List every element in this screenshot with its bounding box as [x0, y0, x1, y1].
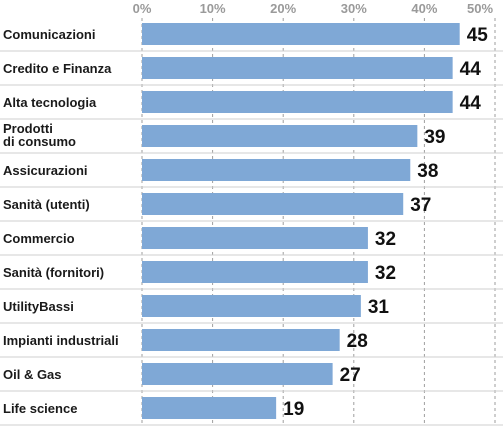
bar	[142, 193, 404, 215]
bar	[142, 329, 340, 351]
value-label: 19	[283, 399, 304, 420]
category-label: Life science	[3, 401, 77, 416]
x-tick-label: 30%	[341, 1, 367, 16]
x-tick-label: 20%	[270, 1, 296, 16]
bar	[142, 91, 453, 113]
value-label: 27	[340, 365, 361, 386]
grid-layer	[141, 18, 496, 424]
bar	[142, 57, 453, 79]
category-label: Commercio	[3, 231, 75, 246]
value-label: 44	[460, 93, 482, 114]
x-tick-label: 50%	[467, 1, 493, 16]
x-tick-label: 0%	[133, 1, 152, 16]
category-label: Sanità (fornitori)	[3, 265, 104, 280]
x-tick-label: 40%	[411, 1, 437, 16]
bar	[142, 397, 277, 419]
value-label: 32	[375, 263, 396, 284]
row-separators	[0, 50, 503, 426]
category-label: Credito e Finanza	[3, 61, 112, 76]
value-label: 28	[347, 331, 368, 352]
x-tick-label: 10%	[200, 1, 226, 16]
category-label: Alta tecnologia	[3, 95, 97, 110]
bar	[142, 363, 333, 385]
category-label: UtilityBassi	[3, 299, 74, 314]
value-label: 38	[417, 161, 438, 182]
value-label: 31	[368, 297, 390, 318]
value-label: 44	[460, 59, 482, 80]
category-label: Comunicazioni	[3, 27, 95, 42]
category-label: Assicurazioni	[3, 163, 88, 178]
category-labels: Comunicazioni Credito e Finanza Alta tecno…	[3, 27, 119, 416]
bar	[142, 159, 411, 181]
value-label: 39	[424, 127, 445, 148]
bars	[142, 23, 460, 419]
bar	[142, 295, 361, 317]
bar	[142, 23, 460, 45]
x-tick-labels: 0% 10% 20% 30% 40% 50%	[133, 1, 494, 16]
bar	[142, 261, 368, 283]
bar	[142, 125, 418, 147]
value-label: 45	[467, 25, 489, 46]
value-label: 37	[410, 195, 431, 216]
value-label: 32	[375, 229, 396, 250]
category-label: Oil & Gas	[3, 367, 62, 382]
bar	[142, 227, 368, 249]
category-label: Impianti industriali	[3, 333, 119, 348]
category-label: Prodotti di consumo	[3, 121, 76, 149]
category-label: Sanità (utenti)	[3, 197, 90, 212]
